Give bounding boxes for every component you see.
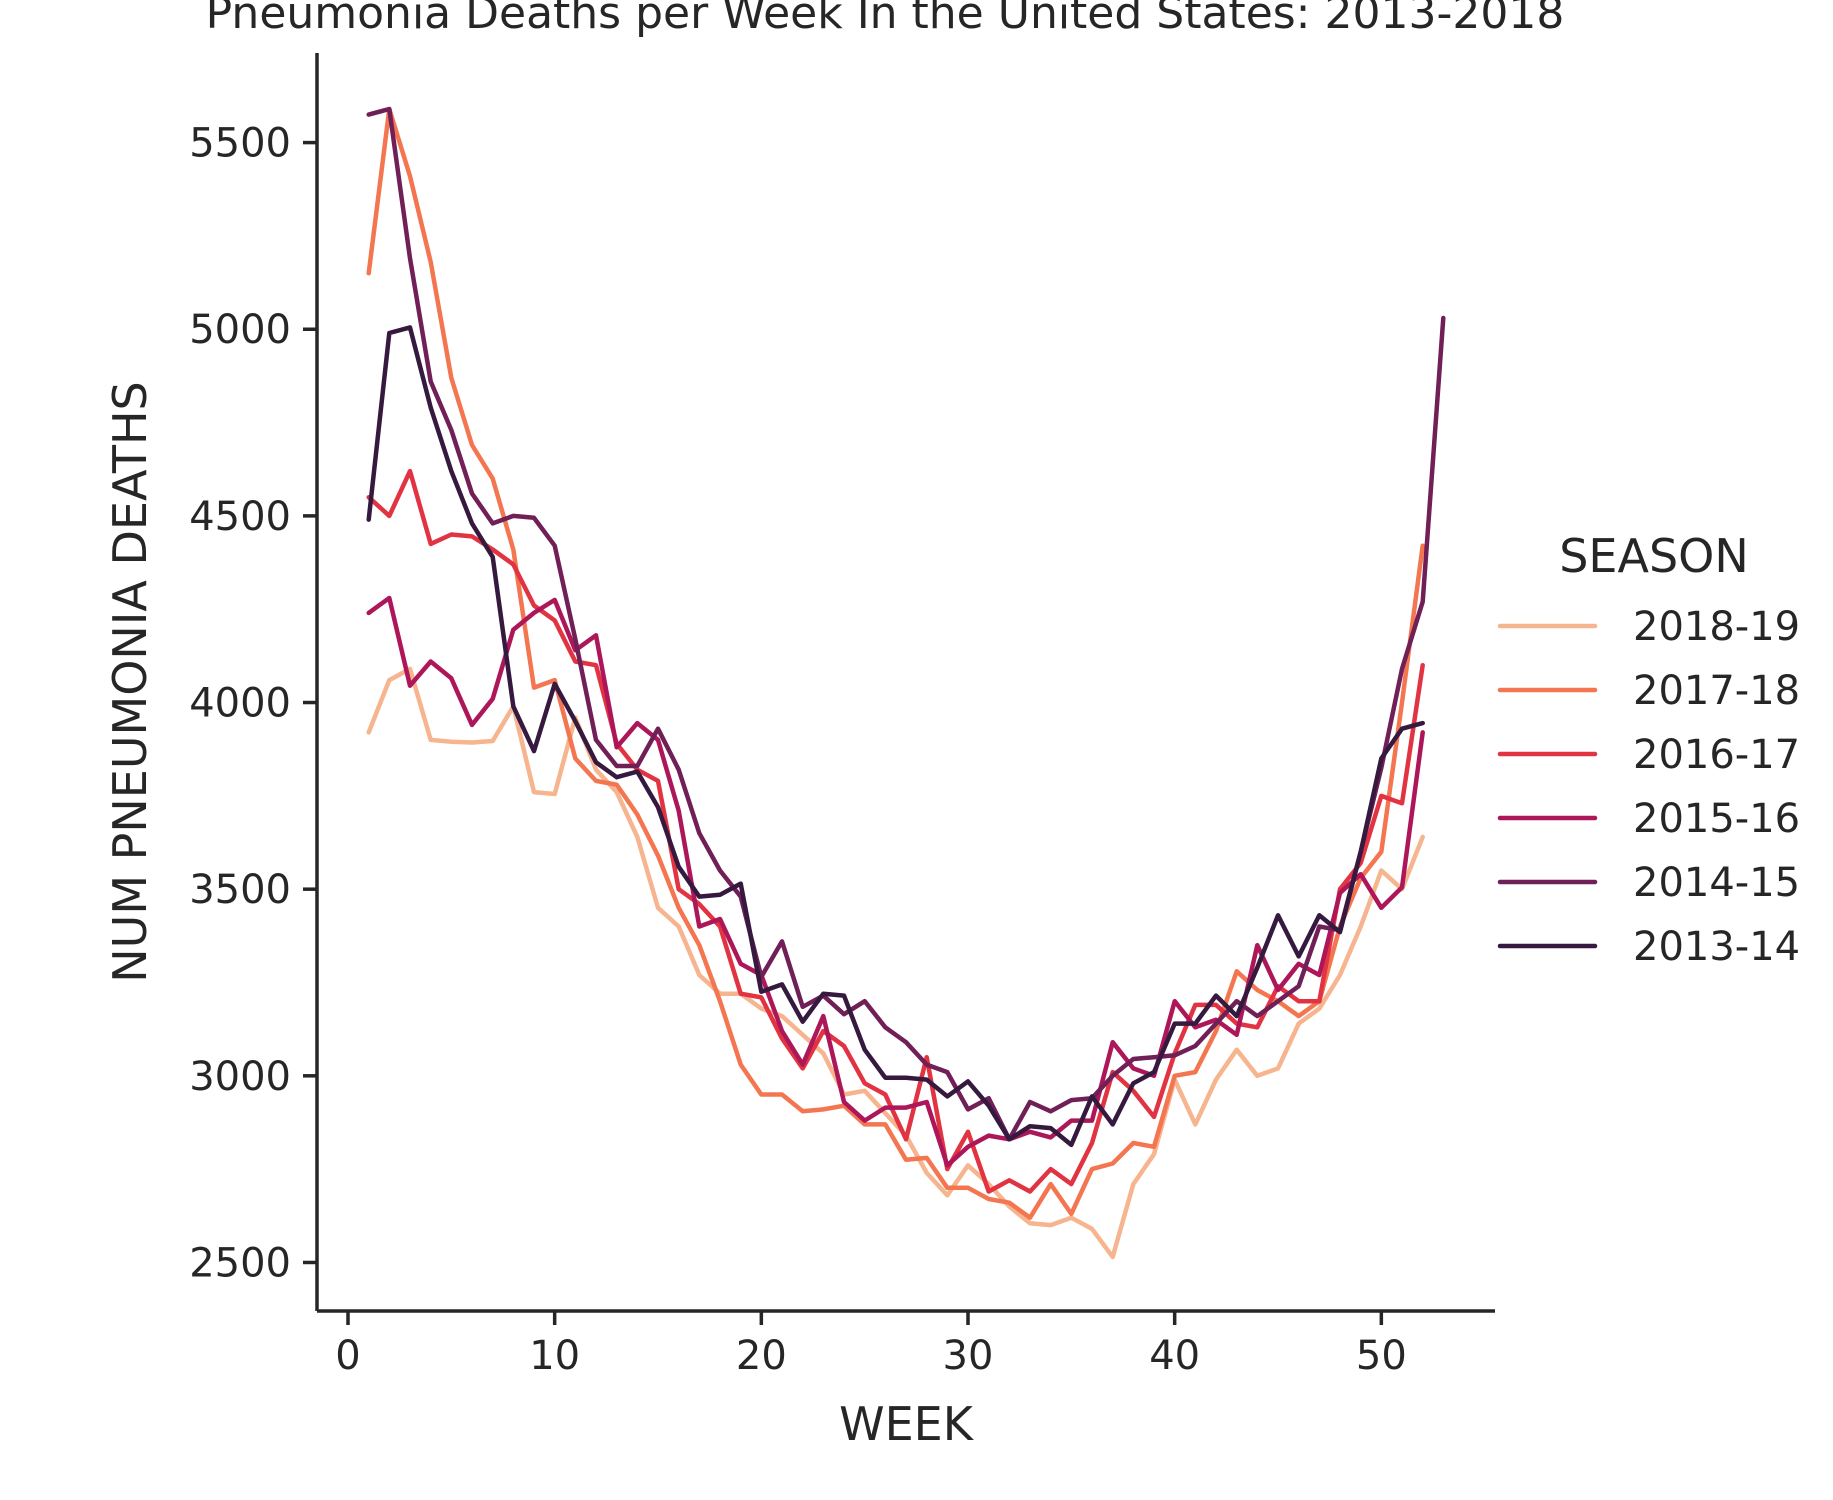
y-tick-label: 4000: [189, 681, 291, 727]
x-tick-label: 50: [1356, 1333, 1407, 1379]
y-tick-label: 4500: [189, 494, 291, 540]
x-tick-label: 40: [1149, 1333, 1200, 1379]
series-line-2016-17: [366, 468, 1425, 1194]
legend: SEASON 2018-19 2017-18 2016-17 2015-16 2014-…: [1497, 529, 1800, 970]
y-axis-title: NUM PNEUMONIA DEATHS: [103, 381, 157, 983]
series-line-2017-18: [366, 106, 1425, 1220]
legend-items: 2018-19 2017-18 2016-17 2015-16 2014-15 2013-…: [1497, 604, 1800, 970]
y-tick-label: 3000: [189, 1054, 291, 1100]
plot-area: [366, 106, 1446, 1260]
x-tick-label: 0: [335, 1333, 360, 1379]
y-tick-label: 2500: [189, 1240, 291, 1286]
series-line-2014-15: [366, 106, 1446, 1142]
legend-label: 2015-16: [1633, 796, 1800, 842]
y-tick-label: 5000: [189, 307, 291, 353]
x-axis-ticks: 0 10 20 30 40 50: [335, 1311, 1407, 1379]
x-tick-label: 30: [943, 1333, 994, 1379]
x-axis-title: WEEK: [839, 1397, 975, 1451]
x-tick-label: 20: [736, 1333, 787, 1379]
series-line-2018-19: [366, 666, 1425, 1260]
series-line-2013-14: [366, 325, 1425, 1148]
legend-label: 2013-14: [1633, 924, 1800, 970]
series-line-2015-16: [366, 595, 1425, 1168]
y-tick-label: 3500: [189, 867, 291, 913]
y-axis-ticks: 2500 3000 3500 4000 4500 5000 5500: [189, 121, 317, 1286]
x-tick-label: 10: [529, 1333, 580, 1379]
legend-label: 2017-18: [1633, 668, 1800, 714]
y-tick-label: 5500: [189, 121, 291, 167]
legend-title: SEASON: [1559, 529, 1749, 583]
legend-label: 2016-17: [1633, 732, 1800, 778]
legend-label: 2018-19: [1633, 604, 1800, 650]
chart-title: Pneumonia Deaths per Week In the United …: [206, 0, 1565, 39]
legend-label: 2014-15: [1633, 860, 1800, 906]
